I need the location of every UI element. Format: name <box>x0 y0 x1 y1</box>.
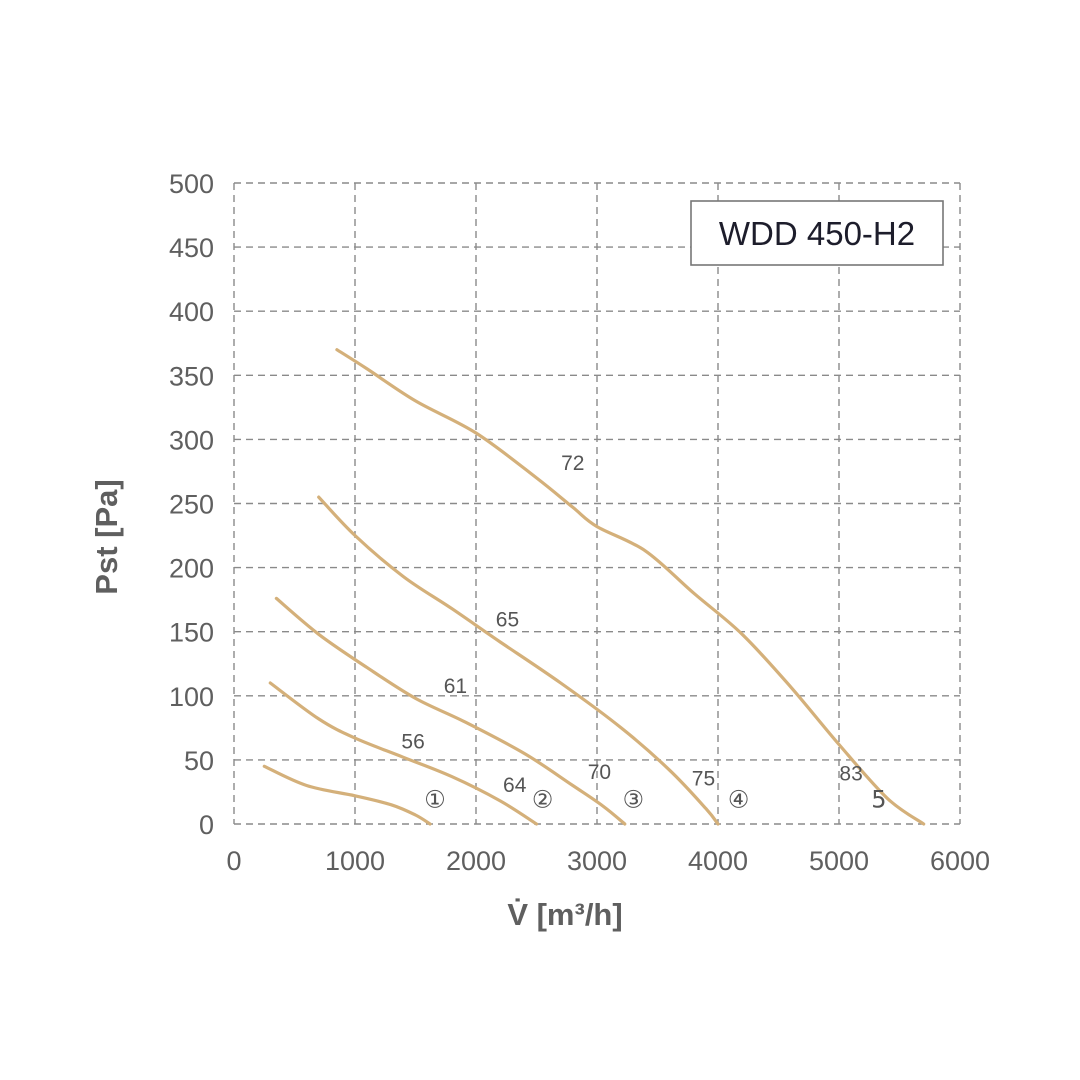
x-tick-label: 2000 <box>446 846 506 876</box>
grid <box>233 182 961 825</box>
curve-stage-number: ④ <box>728 786 750 814</box>
x-tick-label: 5000 <box>809 846 869 876</box>
curve-value-label: 64 <box>503 774 527 797</box>
curve-value-label: 56 <box>401 730 424 753</box>
fan-curve-line <box>274 596 627 826</box>
curve-value-label: 70 <box>588 761 611 784</box>
model-title-box: WDD 450-H2 <box>690 200 944 266</box>
x-tick-label: 3000 <box>567 846 627 876</box>
y-tick-labels: 0 50 100 150 200 250 300 350 400 450 500 <box>169 169 214 840</box>
x-axis-title: V̇ [m³/h] <box>507 897 622 932</box>
y-tick-label: 200 <box>169 554 214 584</box>
x-tick-label: 0 <box>226 846 241 876</box>
curve-value-label: 65 <box>496 609 519 632</box>
chart-title: WDD 450-H2 <box>719 215 915 252</box>
fan-curve-line <box>268 681 539 826</box>
curve-labels: 56 64 61 70 65 75 72 83 ① ② ③ ④ 5 <box>401 452 886 813</box>
y-tick-label: 450 <box>169 233 214 263</box>
y-tick-label: 400 <box>169 297 214 327</box>
x-tick-labels: 0 1000 2000 3000 4000 5000 6000 <box>226 846 990 876</box>
y-axis-title: Pst [Pa] <box>89 479 124 594</box>
curve-value-label: 75 <box>692 768 715 791</box>
fan-curve-line <box>262 764 432 826</box>
y-tick-label: 300 <box>169 425 214 455</box>
y-tick-label: 50 <box>184 746 214 776</box>
fan-curve-line <box>335 348 926 826</box>
curve-stage-number: 5 <box>871 786 886 814</box>
x-tick-label: 4000 <box>688 846 748 876</box>
y-tick-label: 350 <box>169 361 214 391</box>
y-tick-label: 250 <box>169 490 214 520</box>
x-tick-label: 6000 <box>930 846 990 876</box>
curve-value-label: 61 <box>444 675 467 698</box>
fan-curve-line <box>317 495 720 826</box>
y-tick-label: 0 <box>199 810 214 840</box>
y-tick-label: 150 <box>169 618 214 648</box>
fan-curves <box>262 348 926 826</box>
y-tick-label: 100 <box>169 682 214 712</box>
curve-stage-number: ③ <box>623 786 645 814</box>
curve-value-label: 72 <box>561 452 584 475</box>
y-tick-label: 500 <box>169 169 214 199</box>
curve-stage-number: ② <box>532 786 554 814</box>
x-tick-label: 1000 <box>325 846 385 876</box>
curve-value-label: 83 <box>839 762 862 785</box>
curve-stage-number: ① <box>424 786 446 814</box>
